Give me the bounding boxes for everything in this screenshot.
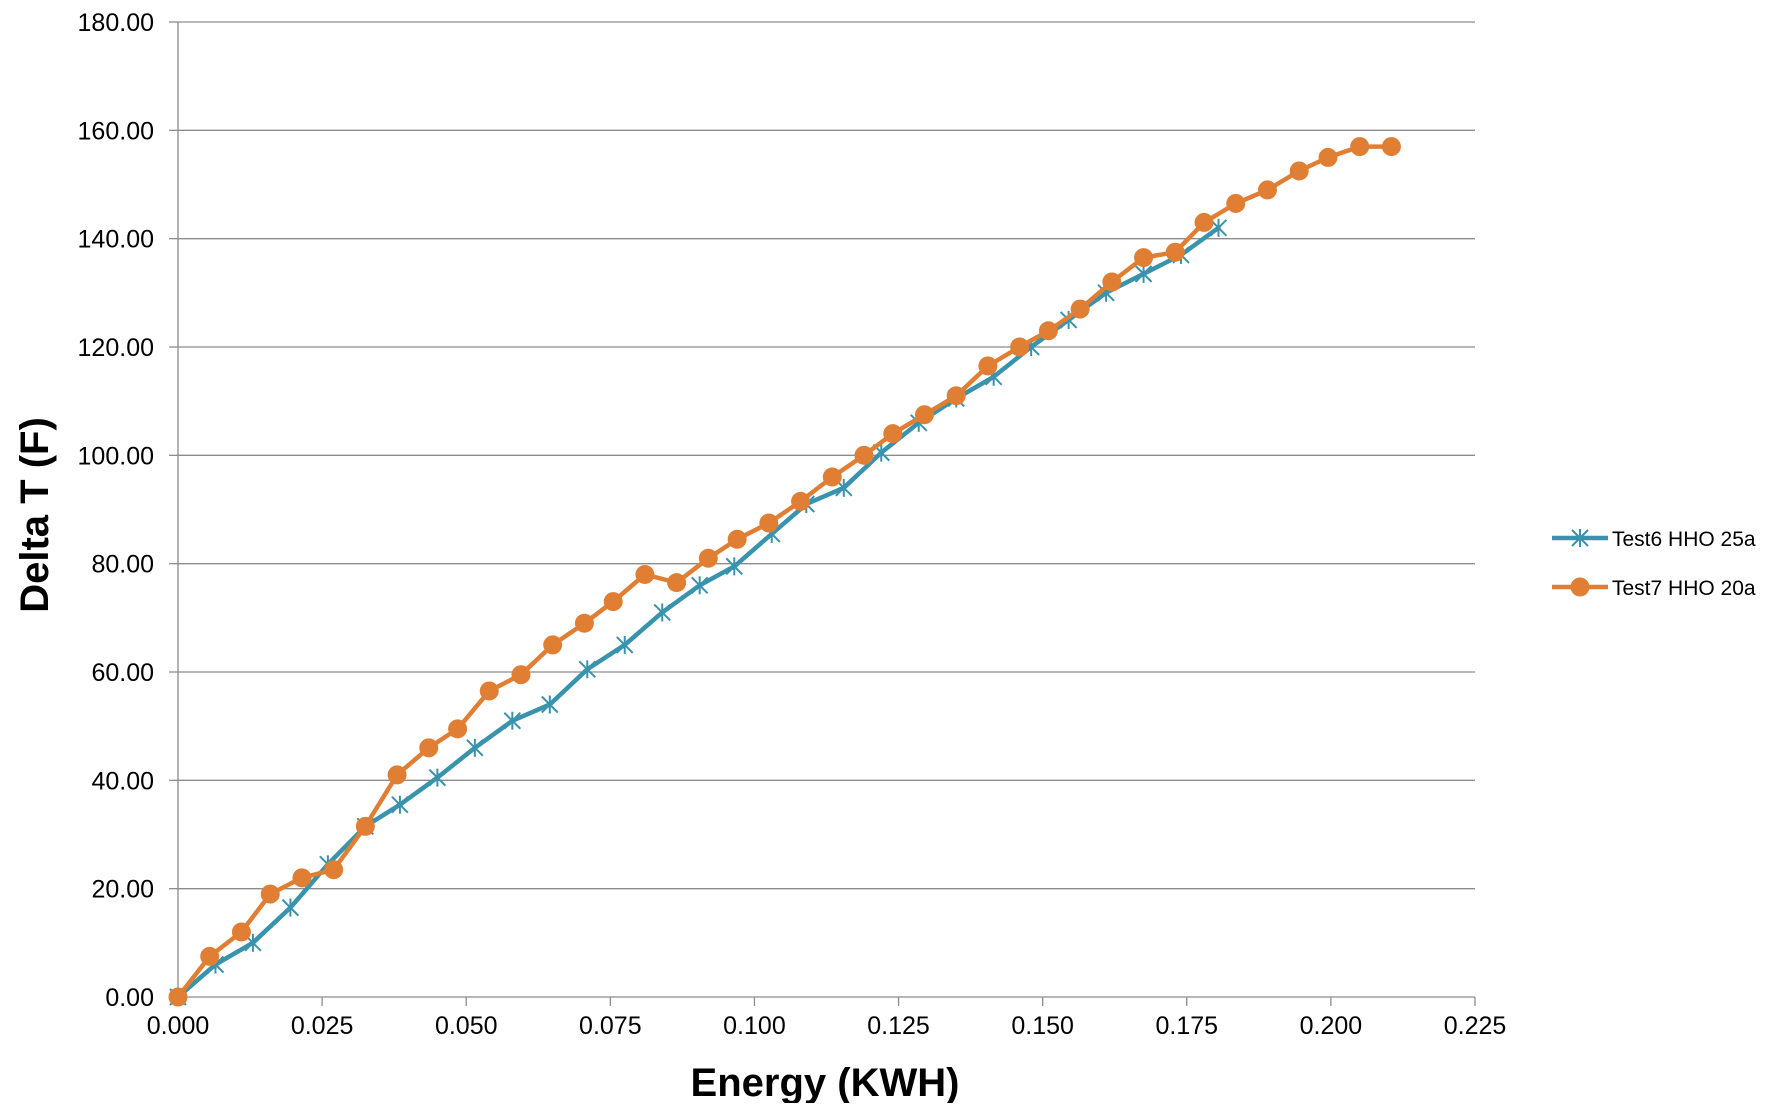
- data-point: [1194, 212, 1214, 232]
- series-line: [175, 144, 1394, 1000]
- data-point: [260, 884, 280, 904]
- y-tick-label: 60.00: [91, 659, 154, 687]
- data-point: [603, 592, 623, 612]
- y-tick-label: 40.00: [91, 767, 154, 795]
- x-tick-label: 0.000: [147, 1012, 210, 1040]
- series-1: [169, 218, 1228, 1006]
- data-point: [1381, 137, 1401, 157]
- data-point: [978, 356, 998, 376]
- data-point: [200, 946, 220, 966]
- y-tick-label: 100.00: [78, 442, 154, 470]
- x-tick-label: 0.200: [1300, 1012, 1363, 1040]
- data-point: [667, 573, 687, 593]
- data-point: [1010, 337, 1030, 357]
- x-tick-label: 0.150: [1011, 1012, 1074, 1040]
- data-point: [1134, 248, 1154, 268]
- data-point: [387, 765, 407, 785]
- y-tick-label: 160.00: [78, 117, 154, 145]
- data-point: [1318, 147, 1338, 167]
- data-point: [231, 922, 251, 942]
- gridlines: [178, 21, 1475, 890]
- y-tick-label: 140.00: [78, 226, 154, 254]
- data-point: [1070, 299, 1090, 319]
- legend-label: Test6 HHO 25a: [1612, 528, 1756, 551]
- y-tick-label: 80.00: [91, 551, 154, 579]
- series-line: [175, 225, 1221, 1000]
- data-point: [511, 665, 531, 685]
- legend: Test6 HHO 25a Test7 HHO 20a: [1552, 528, 1756, 600]
- data-point: [727, 529, 747, 549]
- legend-item: Test6 HHO 25a: [1552, 528, 1756, 551]
- x-tick-label: 0.225: [1444, 1012, 1507, 1040]
- data-point: [1226, 193, 1246, 213]
- data-point: [791, 491, 811, 511]
- x-tick-label: 0.125: [867, 1012, 930, 1040]
- x-tick-label: 0.175: [1155, 1012, 1218, 1040]
- x-tick-label: 0.050: [435, 1012, 498, 1040]
- legend-label: Test7 HHO 20a: [1612, 577, 1756, 600]
- legend-item: Test7 HHO 20a: [1552, 577, 1756, 600]
- data-point: [543, 635, 563, 655]
- data-point: [1165, 242, 1185, 262]
- data-point: [324, 860, 344, 880]
- data-point: [883, 424, 903, 444]
- y-tick-label: 120.00: [78, 334, 154, 362]
- data-point: [448, 719, 468, 739]
- data-point: [574, 613, 594, 633]
- data-point: [479, 681, 499, 701]
- data-point: [168, 987, 188, 1007]
- y-tick-label: 0.00: [105, 984, 154, 1012]
- axes: 0.00 20.00 40.00 60.00 80.00 100.00 120.00 140.…: [78, 9, 1507, 1040]
- data-point: [759, 513, 779, 533]
- data-point: [946, 386, 966, 406]
- y-tick-label: 180.00: [78, 9, 154, 37]
- data-point: [698, 548, 718, 568]
- x-tick-label: 0.025: [291, 1012, 354, 1040]
- y-tick-label: 20.00: [91, 876, 154, 904]
- x-axis-title: Energy (KWH): [691, 1061, 960, 1103]
- data-point: [419, 738, 439, 758]
- data-point: [1257, 180, 1277, 200]
- data-point: [822, 467, 842, 487]
- data-point: [1038, 321, 1058, 341]
- data-point: [635, 565, 655, 584]
- x-tick-label: 0.100: [723, 1012, 786, 1040]
- data-point: [1289, 161, 1309, 181]
- data-point: [1102, 272, 1122, 292]
- series-2: [168, 137, 1401, 1007]
- data-point: [292, 868, 312, 888]
- plot-series: [168, 137, 1401, 1007]
- data-point: [854, 445, 874, 465]
- data-point: [355, 816, 375, 836]
- data-point: [1350, 137, 1370, 157]
- x-tick-label: 0.075: [579, 1012, 642, 1040]
- legend-marker: [1570, 577, 1590, 597]
- y-axis-title: Delta T (F): [13, 417, 57, 613]
- data-point: [914, 405, 934, 425]
